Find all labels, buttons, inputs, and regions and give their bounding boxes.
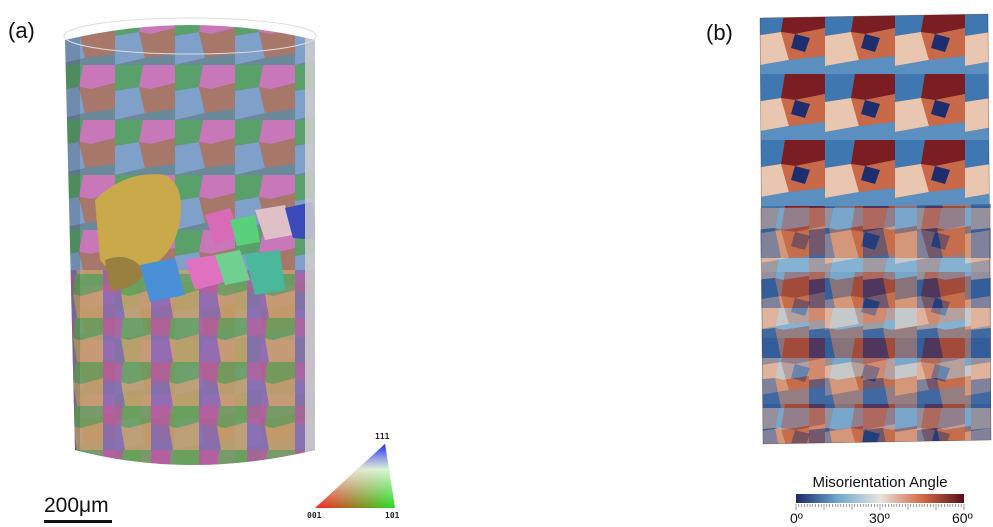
panel-label-b: (b) <box>706 20 733 45</box>
ipf-color-key: 111 001 101 <box>305 428 405 522</box>
colorbar-tick-0: 0º <box>790 510 803 526</box>
panel-label-a: (a) <box>8 18 35 43</box>
scale-bar: 200μm <box>44 494 112 523</box>
colorbar-tick-30: 30º <box>869 510 890 526</box>
ipf-label-111: 111 <box>375 432 390 441</box>
grain-cylinder-render <box>63 17 317 465</box>
ipf-label-101: 101 <box>385 511 400 520</box>
scale-bar-line <box>44 520 112 523</box>
colorbar-tick-60: 60º <box>952 510 973 526</box>
colorbar-title: Misorientation Angle <box>812 474 948 491</box>
ipf-label-001: 001 <box>307 511 322 520</box>
misorientation-colorbar: Misorientation Angle 0º 30º 60º <box>780 474 980 527</box>
colorbar-gradient <box>795 494 965 510</box>
scale-bar-label: 200μm <box>44 494 109 517</box>
misorientation-grain-map <box>759 13 992 445</box>
ipf-triangle-icon <box>315 444 395 508</box>
